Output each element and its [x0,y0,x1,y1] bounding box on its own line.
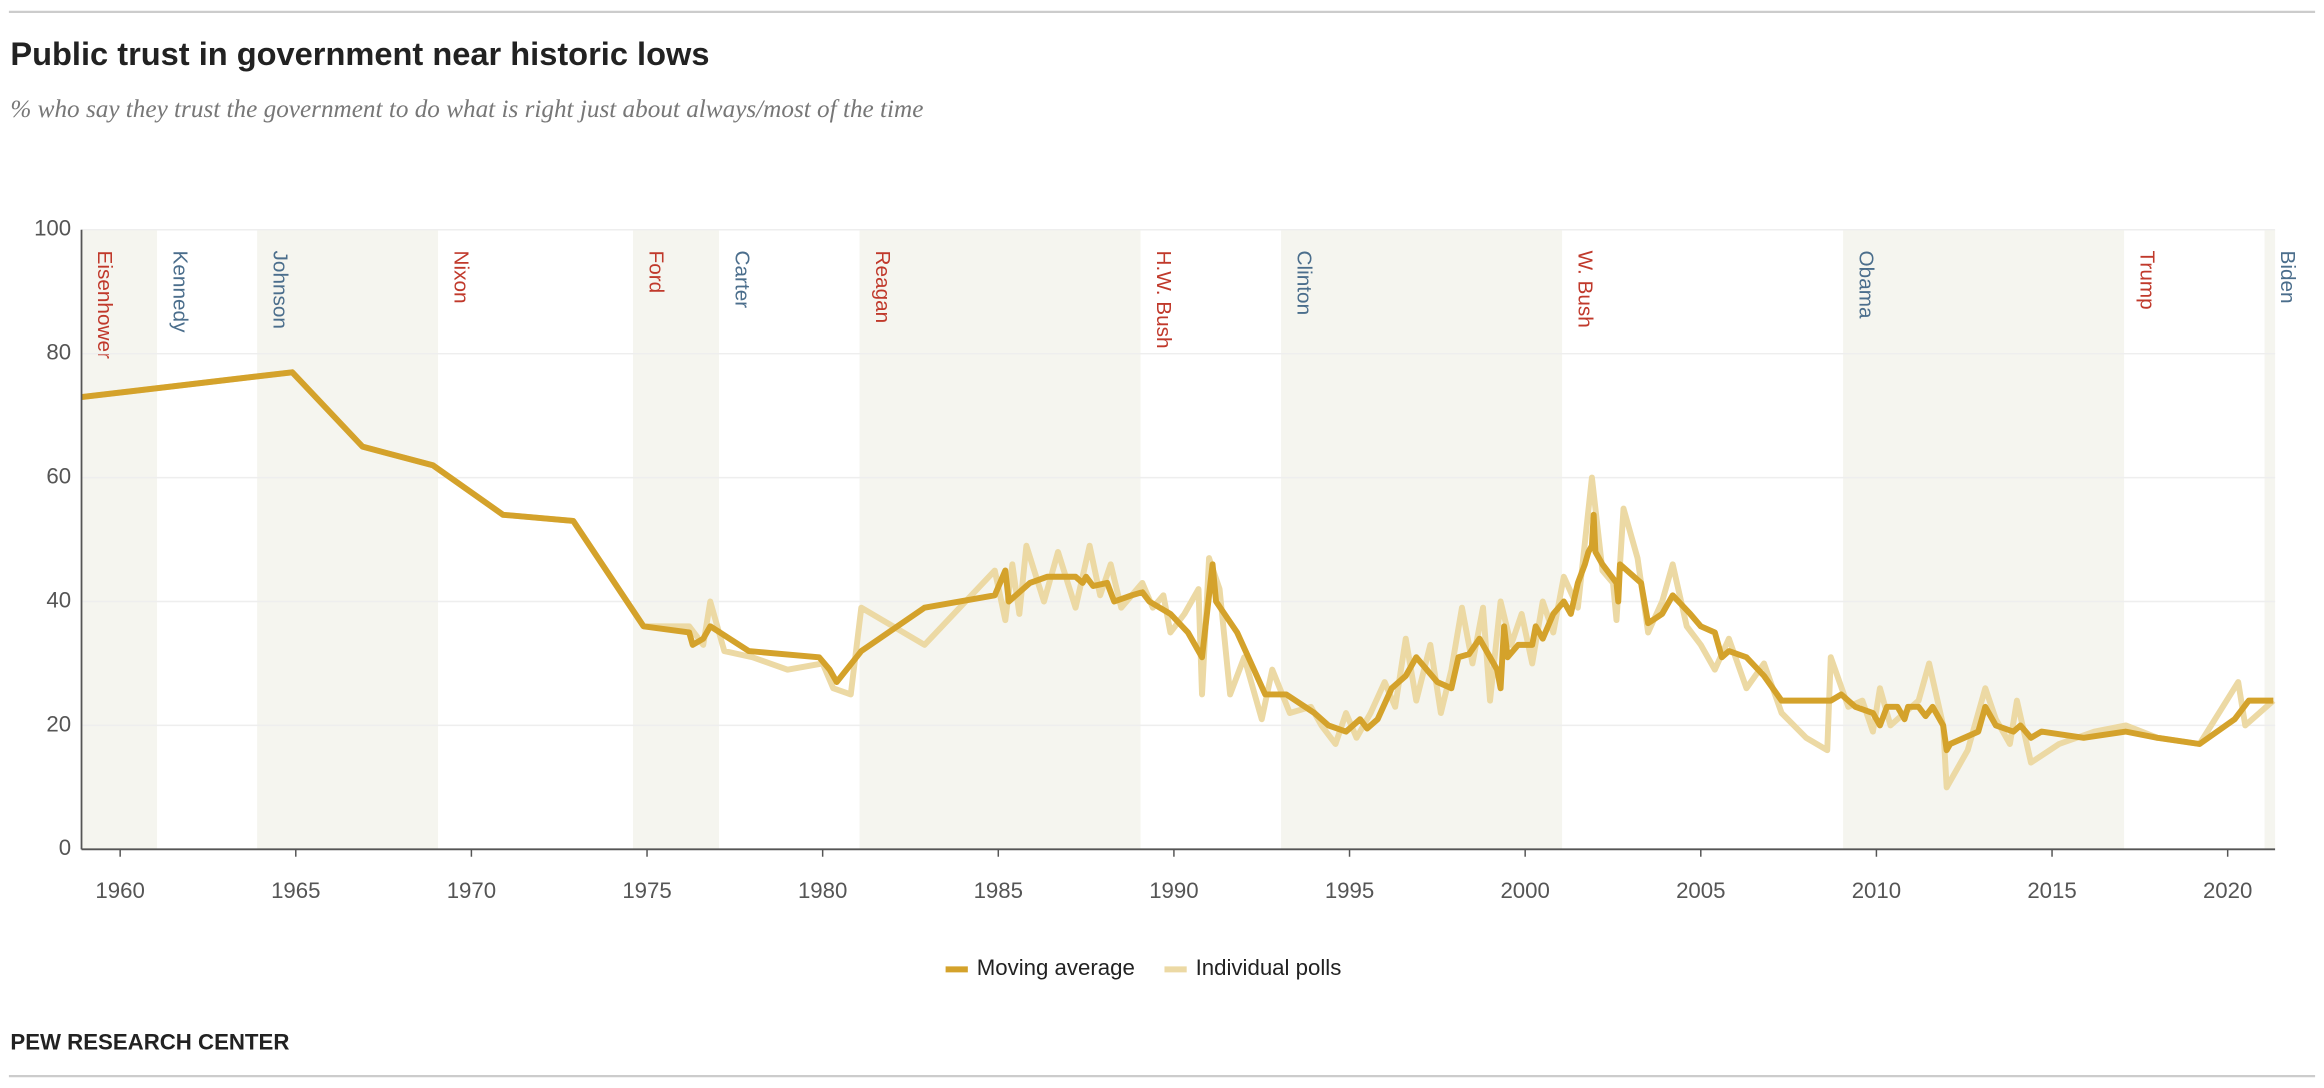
term-label: Nixon [449,251,472,304]
axes: 0 20 40 60 80 100 1960 1965 1970 1975 1980 1985 1990… [34,216,2276,903]
term-band [859,229,1141,850]
term-label: Kennedy [168,251,191,334]
term-label: Clinton [1292,251,1315,316]
y-tick-label: 40 [46,587,71,612]
x-tick-label: 1975 [622,878,671,903]
y-tick-label: 20 [46,711,71,736]
y-tick-label: 60 [46,463,71,488]
x-tick-label: 1970 [447,878,496,903]
chart-title: Public trust in government near historic… [10,35,709,72]
y-tick-label: 80 [46,340,71,365]
term-bands: Eisenhower Kennedy Johnson Nixon Ford Carter R… [81,229,2299,850]
x-tick-label: 2005 [1676,878,1725,903]
x-tick-label: 1965 [271,878,320,903]
x-tick-label: 2010 [1852,878,1901,903]
lines [81,369,2276,791]
term-band [1281,229,1563,850]
series-line [81,369,2276,791]
term-band [1843,229,2125,850]
term-label: Biden [2276,251,2299,304]
term-label: Trump [2135,251,2158,310]
term-band [2264,229,2276,850]
y-tick-label: 0 [59,835,71,860]
term-label: W. Bush [1573,251,1596,328]
legend: Moving average Individual polls [945,955,1342,980]
term-band [257,229,439,850]
term-label: Reagan [871,251,894,324]
term-label: Eisenhower [93,251,116,360]
term-band [632,229,720,850]
term-band [81,229,158,850]
series-line [81,369,2274,754]
term-label: Ford [644,251,667,294]
term-label: Obama [1854,251,1877,320]
legend-label: Moving average [977,955,1135,980]
x-tick-label: 1990 [1149,878,1198,903]
x-tick-label: 2000 [1500,878,1549,903]
x-tick-label: 1960 [95,878,144,903]
x-tick-label: 2015 [2027,878,2076,903]
chart-subtitle: % who say they trust the government to d… [10,96,923,123]
legend-label: Individual polls [1196,955,1342,980]
term-label: Johnson [268,251,291,329]
x-tick-label: 1995 [1325,878,1374,903]
term-label: Carter [730,251,753,309]
x-tick-label: 1980 [798,878,847,903]
footer: PEW RESEARCH CENTER [10,1029,289,1054]
x-tick-label: 2020 [2203,878,2252,903]
term-label: H.W. Bush [1152,251,1175,349]
x-tick-label: 1985 [974,878,1023,903]
y-tick-label: 100 [34,216,71,241]
